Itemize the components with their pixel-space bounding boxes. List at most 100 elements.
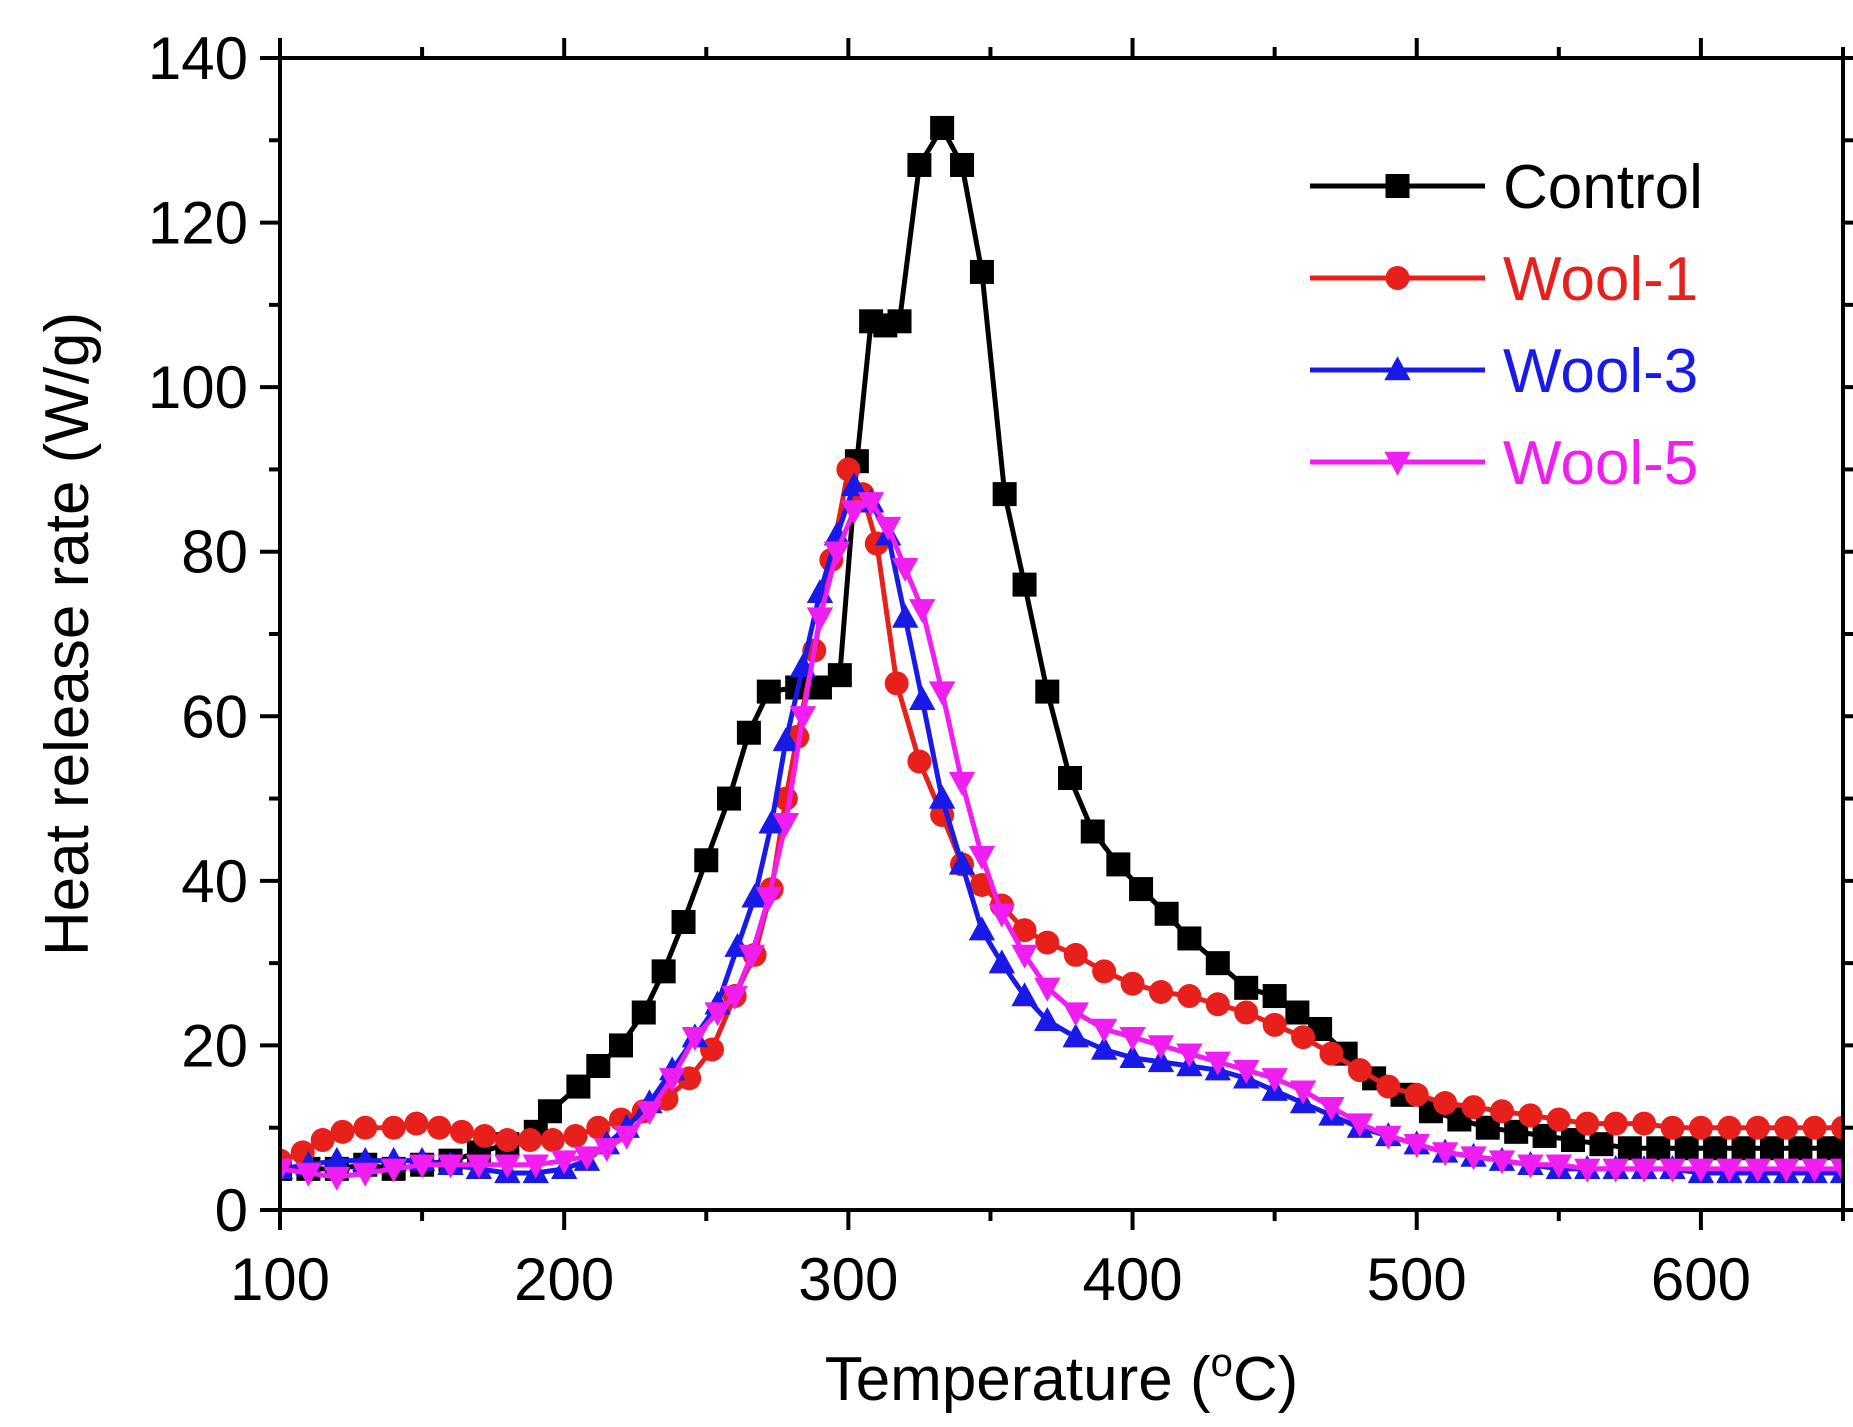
data-point bbox=[772, 727, 800, 752]
data-point bbox=[1744, 1158, 1771, 1183]
data-point bbox=[1289, 1080, 1317, 1105]
data-point bbox=[1433, 1091, 1458, 1116]
series-wool-1 bbox=[280, 457, 1843, 1173]
legend-item-wool-3: Wool-3 bbox=[1310, 337, 1698, 406]
data-point bbox=[1575, 1111, 1600, 1136]
data-point bbox=[950, 152, 975, 177]
data-point bbox=[892, 557, 919, 582]
data-point bbox=[651, 959, 676, 984]
data-point bbox=[330, 1119, 355, 1144]
data-point bbox=[1431, 1142, 1459, 1167]
data-point bbox=[1802, 1115, 1827, 1140]
data-point bbox=[1774, 1115, 1799, 1140]
data-point bbox=[380, 1158, 407, 1183]
data-point bbox=[874, 516, 902, 541]
y-tick-label: 0 bbox=[215, 1177, 248, 1244]
data-point bbox=[1262, 984, 1287, 1009]
legend-marker bbox=[1384, 451, 1411, 476]
data-point bbox=[1660, 1115, 1685, 1140]
data-point bbox=[1291, 1025, 1316, 1050]
data-point bbox=[323, 1146, 351, 1171]
degree-superscript: o bbox=[1211, 1341, 1233, 1385]
data-point bbox=[658, 1068, 686, 1093]
plot-frame bbox=[278, 56, 1845, 1212]
data-point bbox=[928, 681, 956, 706]
data-point bbox=[968, 916, 996, 941]
data-point bbox=[540, 1128, 565, 1153]
data-point bbox=[593, 1138, 621, 1163]
data-point bbox=[909, 686, 936, 711]
data-point bbox=[1205, 992, 1230, 1017]
data-point bbox=[353, 1115, 378, 1140]
data-point bbox=[1092, 959, 1117, 984]
data-point bbox=[968, 845, 996, 870]
data-point bbox=[1234, 975, 1259, 1000]
data-point bbox=[1035, 930, 1060, 955]
data-point bbox=[717, 786, 742, 811]
data-point bbox=[928, 784, 956, 809]
data-point bbox=[1731, 1136, 1756, 1161]
data-point bbox=[1011, 982, 1038, 1007]
data-point bbox=[1489, 1099, 1514, 1124]
y-tick-label: 100 bbox=[148, 354, 248, 421]
legend-marker bbox=[1384, 356, 1411, 381]
data-point bbox=[1772, 1158, 1800, 1183]
data-point bbox=[756, 679, 781, 704]
x-tick-label: 300 bbox=[798, 1246, 898, 1313]
data-point bbox=[1176, 1043, 1203, 1068]
data-point bbox=[1234, 1000, 1259, 1025]
data-point bbox=[806, 607, 834, 632]
data-point bbox=[1034, 1006, 1061, 1031]
x-axis-title-unit: C) bbox=[1233, 1345, 1298, 1414]
data-point bbox=[1717, 1115, 1742, 1140]
data-point bbox=[1035, 679, 1060, 704]
series-line bbox=[280, 466, 1843, 1163]
data-point bbox=[1106, 852, 1131, 877]
data-point bbox=[1090, 1018, 1118, 1043]
data-point bbox=[613, 1125, 640, 1150]
legend-item-wool-1: Wool-1 bbox=[1310, 245, 1698, 314]
data-point bbox=[518, 1128, 543, 1153]
data-point bbox=[823, 541, 851, 566]
data-point bbox=[1129, 877, 1154, 902]
legend: Control Wool-1 Wool-3 Wool-5 bbox=[1310, 153, 1703, 498]
data-point bbox=[1062, 1023, 1089, 1048]
data-point bbox=[1063, 942, 1088, 967]
data-point bbox=[1319, 1041, 1344, 1066]
data-point bbox=[1659, 1158, 1686, 1183]
data-point bbox=[537, 1099, 562, 1124]
data-point bbox=[1318, 1096, 1345, 1121]
data-point bbox=[1233, 1059, 1260, 1084]
y-axis-title: Heat release rate (W/g) bbox=[33, 312, 102, 956]
y-axis: 0 20 40 60 80 100 120 140 bbox=[148, 25, 1853, 1244]
data-point bbox=[1632, 1111, 1657, 1136]
data-point bbox=[408, 1154, 436, 1179]
data-point bbox=[323, 1166, 351, 1191]
data-point bbox=[586, 1054, 611, 1078]
data-point bbox=[495, 1128, 520, 1153]
data-point bbox=[437, 1154, 464, 1179]
data-point bbox=[1745, 1115, 1770, 1140]
data-point bbox=[887, 309, 912, 334]
data-point bbox=[1589, 1132, 1614, 1157]
data-point bbox=[1687, 1158, 1715, 1183]
data-point bbox=[427, 1115, 452, 1140]
data-point bbox=[636, 1101, 663, 1126]
data-point bbox=[948, 771, 976, 796]
data-point bbox=[1829, 1158, 1843, 1183]
data-point bbox=[1574, 1158, 1601, 1183]
legend-label: Wool-3 bbox=[1503, 337, 1698, 406]
data-point bbox=[472, 1123, 497, 1148]
data-point bbox=[1674, 1136, 1699, 1161]
x-axis: 100 200 300 400 500 600 bbox=[230, 38, 1845, 1313]
x-axis-title: Temperature (oC) bbox=[825, 1341, 1299, 1414]
series-line bbox=[280, 483, 1843, 1176]
data-point bbox=[1346, 1113, 1374, 1138]
data-point bbox=[1120, 971, 1145, 996]
data-point bbox=[827, 663, 852, 688]
y-tick-label: 20 bbox=[181, 1012, 248, 1079]
data-point bbox=[721, 985, 748, 1010]
data-point bbox=[1011, 944, 1038, 969]
legend-item-wool-5: Wool-5 bbox=[1310, 429, 1698, 498]
